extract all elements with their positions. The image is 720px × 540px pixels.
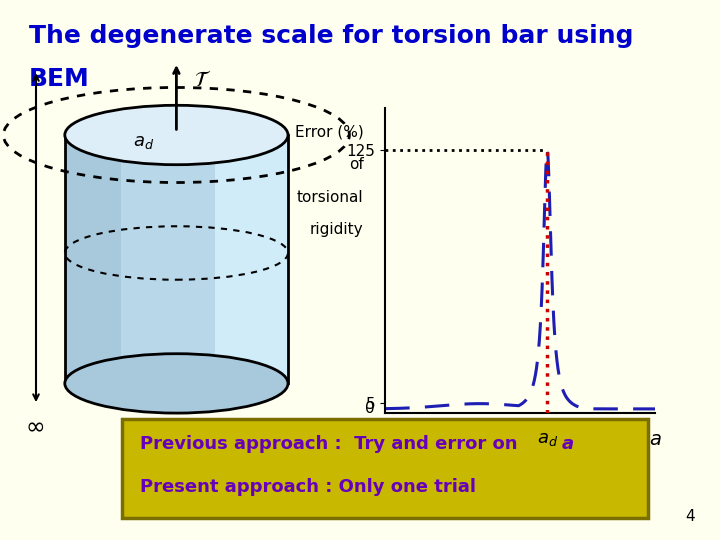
- Text: a: a: [562, 435, 574, 453]
- Text: of: of: [349, 157, 364, 172]
- Text: Error (%): Error (%): [295, 125, 364, 140]
- Text: BEM: BEM: [29, 68, 89, 91]
- Text: Previous approach :  Try and error on: Previous approach : Try and error on: [140, 435, 524, 453]
- Text: $a$: $a$: [649, 430, 662, 449]
- Ellipse shape: [65, 105, 288, 165]
- Text: $\infty$: $\infty$: [25, 413, 45, 437]
- Text: 4: 4: [685, 509, 695, 524]
- Ellipse shape: [65, 354, 288, 413]
- FancyBboxPatch shape: [122, 418, 648, 518]
- Text: torsional: torsional: [297, 190, 364, 205]
- Text: $\mathcal{T}$: $\mathcal{T}$: [194, 70, 212, 90]
- Polygon shape: [65, 135, 288, 383]
- Text: The degenerate scale for torsion bar using: The degenerate scale for torsion bar usi…: [29, 24, 634, 48]
- Text: 0: 0: [365, 401, 374, 416]
- Text: $a_d$: $a_d$: [536, 430, 558, 448]
- Text: $a_d$: $a_d$: [133, 133, 154, 151]
- Text: rigidity: rigidity: [310, 222, 364, 237]
- Polygon shape: [215, 135, 288, 383]
- Polygon shape: [65, 135, 121, 383]
- Text: Present approach : Only one trial: Present approach : Only one trial: [140, 478, 477, 496]
